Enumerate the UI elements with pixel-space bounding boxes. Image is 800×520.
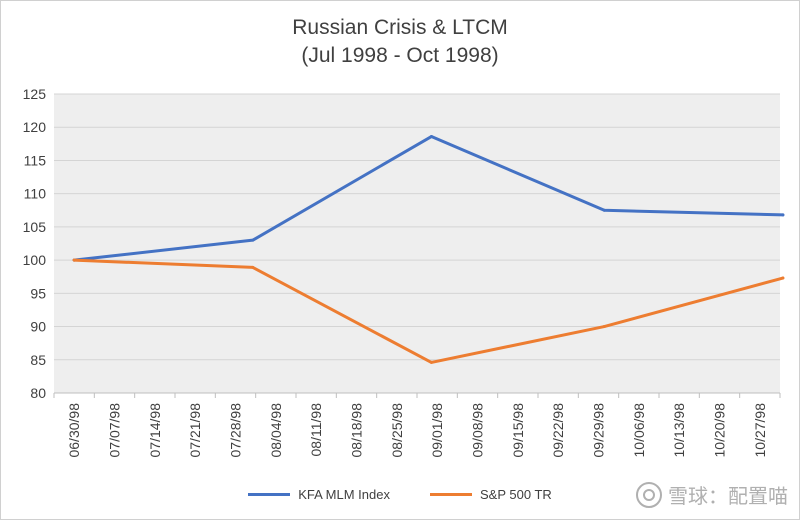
x-tick-label: 10/06/98: [631, 403, 647, 458]
data-point-1: [251, 265, 255, 269]
chart-subtitle: (Jul 1998 - Oct 1998): [301, 44, 499, 67]
x-tick-label: 07/14/98: [147, 403, 163, 458]
x-tick-label: 08/04/98: [268, 403, 284, 458]
x-tick-label: 08/25/98: [389, 403, 405, 458]
x-tick-label: 09/15/98: [510, 403, 526, 458]
y-tick-label: 90: [30, 319, 46, 335]
data-point-0: [251, 238, 255, 242]
data-point-0: [602, 208, 606, 212]
snowball-logo-icon: [636, 481, 662, 508]
data-point-1: [602, 325, 606, 329]
x-tick-label: 09/08/98: [470, 403, 486, 458]
y-tick-label: 95: [30, 285, 46, 301]
x-tick-label: 10/27/98: [752, 403, 768, 458]
x-tick-label: 09/29/98: [591, 403, 607, 458]
y-tick-label: 80: [30, 385, 46, 401]
legend-label-sp500: S&P 500 TR: [479, 486, 552, 502]
y-tick-label: 100: [23, 252, 47, 268]
data-point-1: [781, 276, 785, 280]
watermark: 雪球：配置喵: [636, 480, 788, 509]
legend-label-kfa: KFA MLM Index: [298, 486, 390, 502]
x-tick-label: 07/21/98: [187, 403, 203, 458]
x-tick-label: 08/18/98: [349, 403, 365, 458]
data-point-1: [429, 360, 433, 364]
y-tick-label: 105: [23, 219, 47, 235]
y-tick-label: 85: [30, 352, 46, 368]
x-tick-label: 09/22/98: [550, 403, 566, 458]
y-tick-label: 110: [24, 186, 47, 202]
x-tick-label: 09/01/98: [429, 403, 445, 458]
watermark-text: 雪球：配置喵: [668, 484, 788, 508]
plot-area: [54, 94, 780, 393]
x-tick-label: 06/30/98: [66, 403, 82, 458]
legend-swatch-kfa: [248, 492, 291, 496]
x-tick-label: 07/28/98: [228, 403, 244, 458]
data-point-0: [781, 213, 785, 217]
y-tick-label: 120: [23, 119, 47, 135]
x-tick-label: 10/13/98: [671, 403, 687, 458]
x-tick-label: 08/11/98: [308, 403, 324, 457]
y-tick-label: 125: [23, 86, 47, 102]
legend-item-kfa: KFA MLM Index: [248, 487, 390, 502]
legend-swatch-sp500: [429, 492, 472, 496]
x-tick-label: 07/07/98: [107, 403, 123, 458]
legend-item-sp500: S&P 500 TR: [429, 486, 552, 502]
x-tick-label: 10/20/98: [712, 403, 728, 458]
chart-title: Russian Crisis & LTCM: [292, 16, 508, 39]
y-tick-label: 115: [24, 152, 47, 168]
data-point-1: [72, 258, 76, 262]
data-point-0: [429, 135, 433, 139]
legend: KFA MLM Index S&P 500 TR: [0, 483, 800, 505]
chart-title-block: Russian Crisis & LTCM (Jul 1998 - Oct 19…: [0, 14, 800, 70]
